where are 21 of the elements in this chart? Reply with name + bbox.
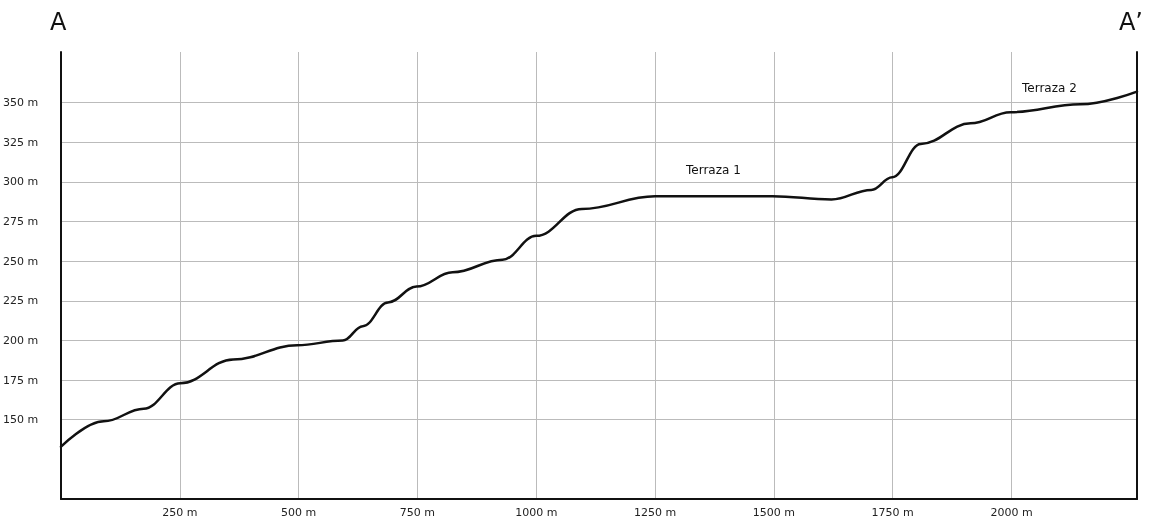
text: A [50,8,67,36]
y-tick-label: 350 m [3,96,39,110]
x-tick-label: 750 m [399,506,436,519]
x-tick-label: 1250 m [633,506,677,519]
y-tick-label: 250 m [3,254,39,268]
x-tick-label: 250 m [162,506,198,519]
x-tick-label: 500 m [281,506,317,519]
y-tick-label: 175 m [3,373,39,387]
x-tick-label: 1500 m [752,506,796,519]
y-tick-label: 225 m [3,294,39,308]
y-tick-label: 150 m [3,413,39,427]
y-tick-label: 200 m [3,333,39,347]
y-tick-label: 275 m [3,215,39,229]
x-tick-label: 2000 m [990,506,1033,519]
annotation: Terraza 1 [685,163,741,177]
x-tick-label: 1000 m [515,506,558,519]
y-tick-label: 325 m [3,135,39,149]
text: A’ [1118,8,1143,36]
x-tick-label: 1750 m [871,506,914,519]
annotation: Terraza 2 [1021,81,1077,95]
y-tick-label: 300 m [3,175,39,189]
